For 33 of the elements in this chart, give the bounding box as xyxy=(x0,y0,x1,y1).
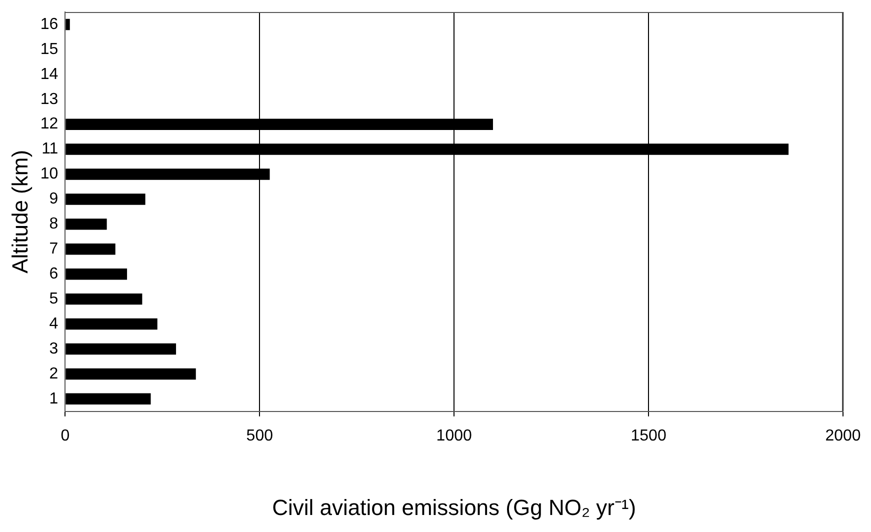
y-tick-label: 1 xyxy=(49,390,58,408)
bar xyxy=(66,393,151,405)
bar xyxy=(66,368,196,380)
y-tick-label: 12 xyxy=(40,116,58,133)
bar xyxy=(66,293,142,305)
x-tick-label: 0 xyxy=(60,427,70,444)
x-tick-label: 1000 xyxy=(436,427,472,444)
y-tick-label: 16 xyxy=(40,16,58,33)
y-tick-label: 2 xyxy=(49,365,58,382)
y-tick-label: 7 xyxy=(49,240,58,258)
x-tick-label: 500 xyxy=(246,427,274,444)
bar xyxy=(66,218,107,230)
bar xyxy=(66,18,70,30)
bar xyxy=(66,318,158,330)
y-tick-label: 5 xyxy=(49,290,58,308)
bar xyxy=(66,194,146,205)
bar xyxy=(66,268,128,280)
y-tick-label: 6 xyxy=(49,266,58,283)
y-tick-label: 14 xyxy=(40,66,58,83)
bar xyxy=(66,244,116,255)
y-tick-label: 8 xyxy=(49,216,58,233)
y-axis-title: Altitude (km) xyxy=(7,150,32,274)
y-tick-label: 10 xyxy=(40,166,58,183)
y-tick-label: 13 xyxy=(40,90,58,108)
y-tick-label: 4 xyxy=(49,315,58,332)
x-axis-title: Civil aviation emissions (Gg NO₂ yr⁻¹) xyxy=(272,494,636,520)
y-tick-label: 15 xyxy=(40,40,58,58)
x-tick-label: 1500 xyxy=(630,427,666,444)
x-tick-label: 2000 xyxy=(825,427,861,444)
y-tick-label: 11 xyxy=(42,140,58,158)
y-tick-label: 9 xyxy=(49,190,58,208)
y-tick-label: 3 xyxy=(49,340,58,358)
bar xyxy=(66,343,176,355)
